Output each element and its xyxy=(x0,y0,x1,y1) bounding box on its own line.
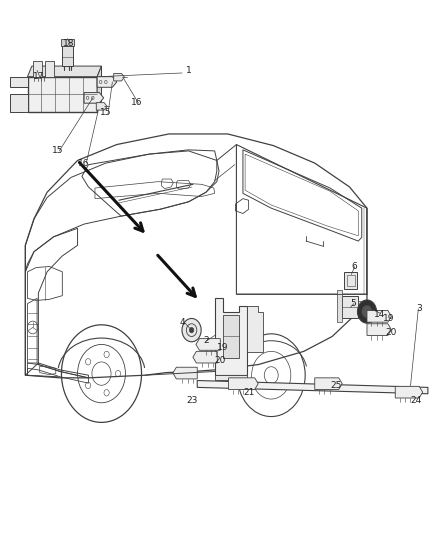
Text: 20: 20 xyxy=(214,356,226,365)
Circle shape xyxy=(362,305,372,318)
Polygon shape xyxy=(229,378,258,390)
Polygon shape xyxy=(28,66,102,77)
Text: 17: 17 xyxy=(33,72,44,81)
Polygon shape xyxy=(367,324,391,335)
Text: 16: 16 xyxy=(131,98,142,107)
Text: 1: 1 xyxy=(186,66,191,75)
Circle shape xyxy=(189,327,194,333)
Text: 21: 21 xyxy=(244,388,255,397)
Text: 16: 16 xyxy=(78,159,90,167)
Polygon shape xyxy=(45,61,54,77)
Polygon shape xyxy=(342,296,358,318)
Text: 6: 6 xyxy=(351,262,357,271)
Polygon shape xyxy=(97,77,117,87)
Polygon shape xyxy=(97,66,102,112)
Polygon shape xyxy=(247,306,262,352)
Polygon shape xyxy=(10,94,28,112)
Text: 19: 19 xyxy=(217,343,228,352)
Text: 25: 25 xyxy=(330,381,341,390)
Circle shape xyxy=(182,318,201,342)
Text: 24: 24 xyxy=(410,395,421,405)
Polygon shape xyxy=(62,46,73,66)
Text: 20: 20 xyxy=(385,328,396,337)
Polygon shape xyxy=(10,77,28,87)
Polygon shape xyxy=(367,311,391,322)
Polygon shape xyxy=(215,298,247,375)
Polygon shape xyxy=(395,386,423,398)
Polygon shape xyxy=(358,301,365,314)
Text: 3: 3 xyxy=(417,304,422,313)
Text: 2: 2 xyxy=(203,336,209,345)
Text: 14: 14 xyxy=(374,310,386,319)
Polygon shape xyxy=(33,61,42,77)
Polygon shape xyxy=(215,375,247,381)
Circle shape xyxy=(357,300,377,323)
Text: 23: 23 xyxy=(186,395,198,405)
Polygon shape xyxy=(196,338,220,350)
Text: 15: 15 xyxy=(52,147,64,156)
Polygon shape xyxy=(315,378,342,390)
Text: 18: 18 xyxy=(63,39,74,49)
Polygon shape xyxy=(28,77,97,112)
Text: 15: 15 xyxy=(100,108,112,117)
Polygon shape xyxy=(114,74,124,81)
Polygon shape xyxy=(344,272,357,289)
Polygon shape xyxy=(337,290,342,322)
Polygon shape xyxy=(197,381,428,394)
Text: 5: 5 xyxy=(350,299,356,308)
Text: 4: 4 xyxy=(179,318,185,327)
Polygon shape xyxy=(61,38,74,46)
Polygon shape xyxy=(96,103,107,110)
Polygon shape xyxy=(193,351,217,363)
Polygon shape xyxy=(223,316,239,358)
Polygon shape xyxy=(84,93,104,103)
Polygon shape xyxy=(173,367,197,379)
Text: 19: 19 xyxy=(383,314,395,323)
